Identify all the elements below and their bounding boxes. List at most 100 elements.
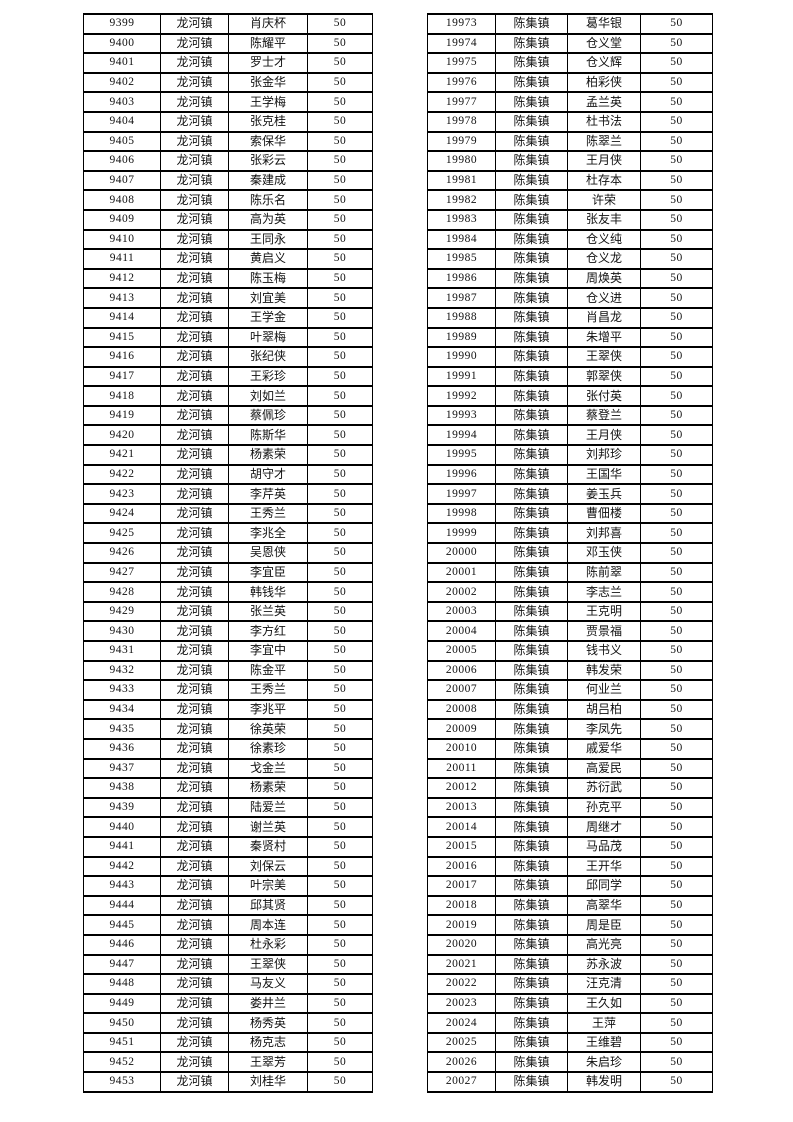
cell-person: 李凤先 bbox=[567, 718, 641, 740]
roster-table-left-body: 9399 龙河镇 肖庆杯 50 9400 龙河镇 陈耀平 50 9401 龙河镇 罗士才 50 9402… bbox=[83, 13, 373, 1093]
cell-person: 叶翠梅 bbox=[228, 326, 308, 349]
table-row: 20011 陈集镇 高爱民 50 bbox=[427, 757, 713, 780]
cell-town: 陈集镇 bbox=[495, 796, 568, 819]
table-row: 20005 陈集镇 钱书义 50 bbox=[427, 640, 713, 662]
cell-person: 韩钱华 bbox=[228, 581, 308, 603]
cell-id: 20020 bbox=[427, 933, 496, 956]
table-row: 9414 龙河镇 王学金 50 bbox=[83, 306, 373, 329]
cell-amount: 50 bbox=[640, 1051, 713, 1074]
table-row: 20003 陈集镇 王克明 50 bbox=[427, 600, 713, 623]
cell-id: 20012 bbox=[427, 777, 496, 799]
cell-amount: 50 bbox=[640, 71, 713, 94]
cell-amount: 50 bbox=[307, 13, 373, 35]
cell-person: 高爱民 bbox=[567, 757, 641, 780]
cell-town: 陈集镇 bbox=[495, 365, 568, 388]
cell-id: 9426 bbox=[83, 542, 161, 564]
cell-town: 龙河镇 bbox=[160, 600, 229, 623]
cell-id: 9419 bbox=[83, 404, 161, 427]
cell-id: 9423 bbox=[83, 483, 161, 505]
cell-id: 20013 bbox=[427, 796, 496, 819]
table-row: 9419 龙河镇 蔡佩珍 50 bbox=[83, 404, 373, 427]
cell-amount: 50 bbox=[307, 561, 373, 584]
cell-town: 龙河镇 bbox=[160, 365, 229, 388]
cell-amount: 50 bbox=[307, 346, 373, 368]
cell-amount: 50 bbox=[640, 1031, 713, 1054]
cell-person: 娄井兰 bbox=[228, 992, 308, 1015]
cell-id: 19997 bbox=[427, 483, 496, 505]
cell-town: 龙河镇 bbox=[160, 444, 229, 466]
cell-town: 龙河镇 bbox=[160, 561, 229, 584]
cell-person: 汪克清 bbox=[567, 973, 641, 995]
table-row: 9446 龙河镇 杜永彩 50 bbox=[83, 933, 373, 956]
cell-town: 龙河镇 bbox=[160, 267, 229, 290]
cell-town: 陈集镇 bbox=[495, 973, 568, 995]
cell-id: 9441 bbox=[83, 835, 161, 858]
table-row: 20013 陈集镇 孙克平 50 bbox=[427, 796, 713, 819]
cell-person: 陈翠兰 bbox=[567, 130, 641, 153]
cell-amount: 50 bbox=[640, 169, 713, 192]
cell-amount: 50 bbox=[307, 1012, 373, 1034]
cell-town: 陈集镇 bbox=[495, 620, 568, 642]
cell-town: 龙河镇 bbox=[160, 737, 229, 760]
cell-id: 9412 bbox=[83, 267, 161, 290]
cell-id: 9424 bbox=[83, 502, 161, 525]
cell-town: 陈集镇 bbox=[495, 404, 568, 427]
cell-amount: 50 bbox=[640, 855, 713, 878]
cell-amount: 50 bbox=[640, 973, 713, 995]
cell-town: 陈集镇 bbox=[495, 13, 568, 35]
cell-amount: 50 bbox=[307, 777, 373, 799]
cell-town: 龙河镇 bbox=[160, 208, 229, 231]
cell-amount: 50 bbox=[640, 228, 713, 251]
cell-person: 陈金平 bbox=[228, 659, 308, 682]
cell-person: 李方红 bbox=[228, 620, 308, 642]
cell-town: 陈集镇 bbox=[495, 875, 568, 897]
table-row: 9406 龙河镇 张彩云 50 bbox=[83, 150, 373, 172]
table-row: 19977 陈集镇 孟兰英 50 bbox=[427, 91, 713, 113]
cell-person: 陆爱兰 bbox=[228, 796, 308, 819]
table-row: 9448 龙河镇 马友义 50 bbox=[83, 973, 373, 995]
cell-amount: 50 bbox=[640, 91, 713, 113]
cell-town: 龙河镇 bbox=[160, 855, 229, 878]
cell-id: 9431 bbox=[83, 640, 161, 662]
cell-town: 陈集镇 bbox=[495, 659, 568, 682]
cell-id: 9422 bbox=[83, 463, 161, 486]
cell-id: 20022 bbox=[427, 973, 496, 995]
cell-person: 姜玉兵 bbox=[567, 483, 641, 505]
cell-id: 19998 bbox=[427, 502, 496, 525]
cell-id: 9409 bbox=[83, 208, 161, 231]
cell-town: 龙河镇 bbox=[160, 875, 229, 897]
table-row: 9407 龙河镇 秦建成 50 bbox=[83, 169, 373, 192]
cell-id: 9429 bbox=[83, 600, 161, 623]
cell-person: 曹佃楼 bbox=[567, 502, 641, 525]
cell-town: 龙河镇 bbox=[160, 1031, 229, 1054]
cell-amount: 50 bbox=[307, 130, 373, 153]
table-row: 9451 龙河镇 杨克志 50 bbox=[83, 1031, 373, 1054]
cell-amount: 50 bbox=[307, 502, 373, 525]
cell-amount: 50 bbox=[307, 835, 373, 858]
cell-id: 9450 bbox=[83, 1012, 161, 1034]
cell-id: 20009 bbox=[427, 718, 496, 740]
cell-id: 20011 bbox=[427, 757, 496, 780]
cell-id: 9417 bbox=[83, 365, 161, 388]
table-row: 9426 龙河镇 吴恩侠 50 bbox=[83, 542, 373, 564]
table-row: 20015 陈集镇 马品茂 50 bbox=[427, 835, 713, 858]
cell-id: 20027 bbox=[427, 1071, 496, 1093]
cell-amount: 50 bbox=[640, 1012, 713, 1034]
cell-amount: 50 bbox=[640, 208, 713, 231]
cell-town: 陈集镇 bbox=[495, 385, 568, 407]
cell-amount: 50 bbox=[640, 267, 713, 290]
cell-amount: 50 bbox=[307, 483, 373, 505]
cell-town: 陈集镇 bbox=[495, 1031, 568, 1054]
cell-amount: 50 bbox=[307, 816, 373, 838]
table-row: 20018 陈集镇 高翠华 50 bbox=[427, 894, 713, 917]
cell-id: 9437 bbox=[83, 757, 161, 780]
cell-id: 19973 bbox=[427, 13, 496, 35]
cell-id: 20026 bbox=[427, 1051, 496, 1074]
cell-person: 刘如兰 bbox=[228, 385, 308, 407]
cell-person: 叶宗美 bbox=[228, 875, 308, 897]
cell-person: 陈耀平 bbox=[228, 32, 308, 55]
cell-person: 王久如 bbox=[567, 992, 641, 1015]
cell-id: 9434 bbox=[83, 698, 161, 721]
table-row: 9442 龙河镇 刘保云 50 bbox=[83, 855, 373, 878]
